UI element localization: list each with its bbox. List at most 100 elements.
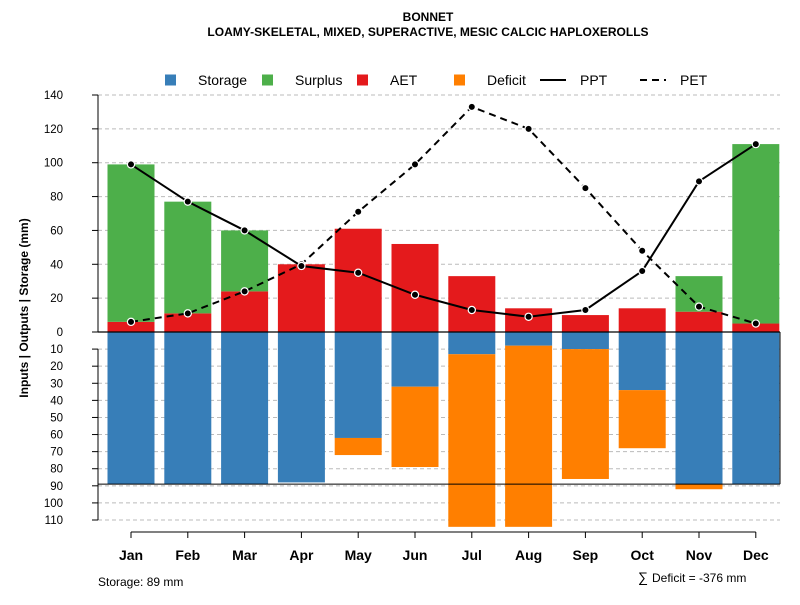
surplus-bar [107,164,155,322]
x-tick-label: Feb [175,547,200,563]
y-tick-label: 10 [50,344,63,356]
y-tick-label: 40 [50,395,63,407]
aet-bar [675,311,723,332]
storage-bar [618,332,666,391]
pet-point [467,102,476,112]
x-tick-label: Apr [289,547,314,563]
sum-symbol: ∑ [638,569,648,585]
reference-lines [98,331,781,485]
x-tick-label: May [345,547,372,563]
x-tick-label: Jun [403,547,428,563]
ppt-point [751,139,761,149]
surplus-bar [164,201,212,314]
aet-bar [164,313,212,332]
legend-label: Deficit [487,72,526,88]
lines [126,102,761,328]
pet-point [751,319,761,328]
grid [98,94,780,521]
aet-bar [732,323,780,332]
storage-bar [561,332,609,350]
bars [107,144,780,527]
legend-swatch [357,74,368,86]
pet-point [694,302,704,311]
y-tick-label: 40 [50,259,63,271]
x-axis: Jan Feb Mar Apr May Jun Jul Aug Sep Oct Nov Dec [119,531,769,563]
legend-swatch [262,74,273,86]
y-tick-label: 90 [50,481,63,493]
legend-swatch [165,74,176,86]
y-tick-label: 20 [50,361,63,373]
legend-swatch [454,74,465,86]
y-tick-label: 20 [50,293,63,305]
ppt-point [581,305,590,315]
y-tick-label: 110 [45,515,63,527]
deficit-footer: Deficit = -376 mm [652,571,746,585]
aet-bar [561,315,609,332]
x-tick-label: Dec [743,547,769,563]
y-axis-label: Inputs | Outputs | Storage (mm) [17,218,31,397]
pet-point [638,246,647,255]
aet-bar [618,308,666,332]
deficit-bar [561,349,609,479]
legend-label: Storage [198,72,247,88]
ppt-point [297,261,306,271]
x-tick-label: Jan [119,547,143,563]
ppt-point [410,290,420,299]
surplus-bar [732,144,780,324]
storage-bar [732,332,780,485]
y-tick-label: 100 [44,498,63,510]
ppt-line [130,143,757,318]
storage-bar [277,332,325,483]
storage-bar [391,332,439,387]
pet-line [130,105,757,325]
x-tick-label: Oct [631,547,655,563]
ppt-point [354,268,363,277]
aet-bar [448,276,496,332]
pet-point [240,287,249,296]
storage-bar [675,332,723,485]
storage-bar [334,332,382,438]
ppt-point [694,177,704,186]
aet-bar [277,264,325,332]
y-tick-label: 140 [44,90,63,102]
pet-point [354,207,363,217]
y-tick-label: 0 [57,327,63,339]
ppt-point [524,312,533,321]
deficit-bar [391,386,439,468]
pet-point [410,160,420,169]
x-tick-label: Jul [462,547,482,563]
x-tick-label: Sep [573,547,599,563]
deficit-bar [618,390,666,449]
y-tick-label: 70 [50,447,63,459]
legend-label: PET [680,72,708,88]
chart-subtitle: LOAMY-SKELETAL, MIXED, SUPERACTIVE, MESI… [207,25,648,39]
chart-title: BONNET [403,10,454,24]
x-tick-label: Mar [232,547,257,563]
pet-point [524,124,533,134]
y-tick-label: 80 [50,192,63,204]
y-tick-label: 80 [50,464,63,476]
storage-bar [505,332,553,346]
ppt-point [183,197,192,206]
y-axis: 0 20 40 60 80 100 120 140 10 20 30 40 50 60 70 80 90 100 1… [44,90,99,527]
ppt-point [126,160,136,169]
pet-point [126,317,136,327]
ppt-point [240,226,249,235]
deficit-bar [505,345,553,527]
y-tick-label: 100 [44,158,63,170]
storage-bar [107,332,155,485]
legend-label: AET [390,72,418,88]
legend-label: PPT [580,72,608,88]
ppt-point [638,266,647,276]
pet-point [183,309,192,318]
storage-bar [221,332,269,485]
ppt-point [467,305,476,315]
storage-bar [448,332,496,355]
aet-bar [334,228,382,332]
legend: Storage Surplus AET Deficit PPT PET [165,72,708,88]
y-tick-label: 30 [50,378,63,390]
x-tick-label: Nov [686,547,713,563]
x-tick-label: Aug [515,547,542,563]
